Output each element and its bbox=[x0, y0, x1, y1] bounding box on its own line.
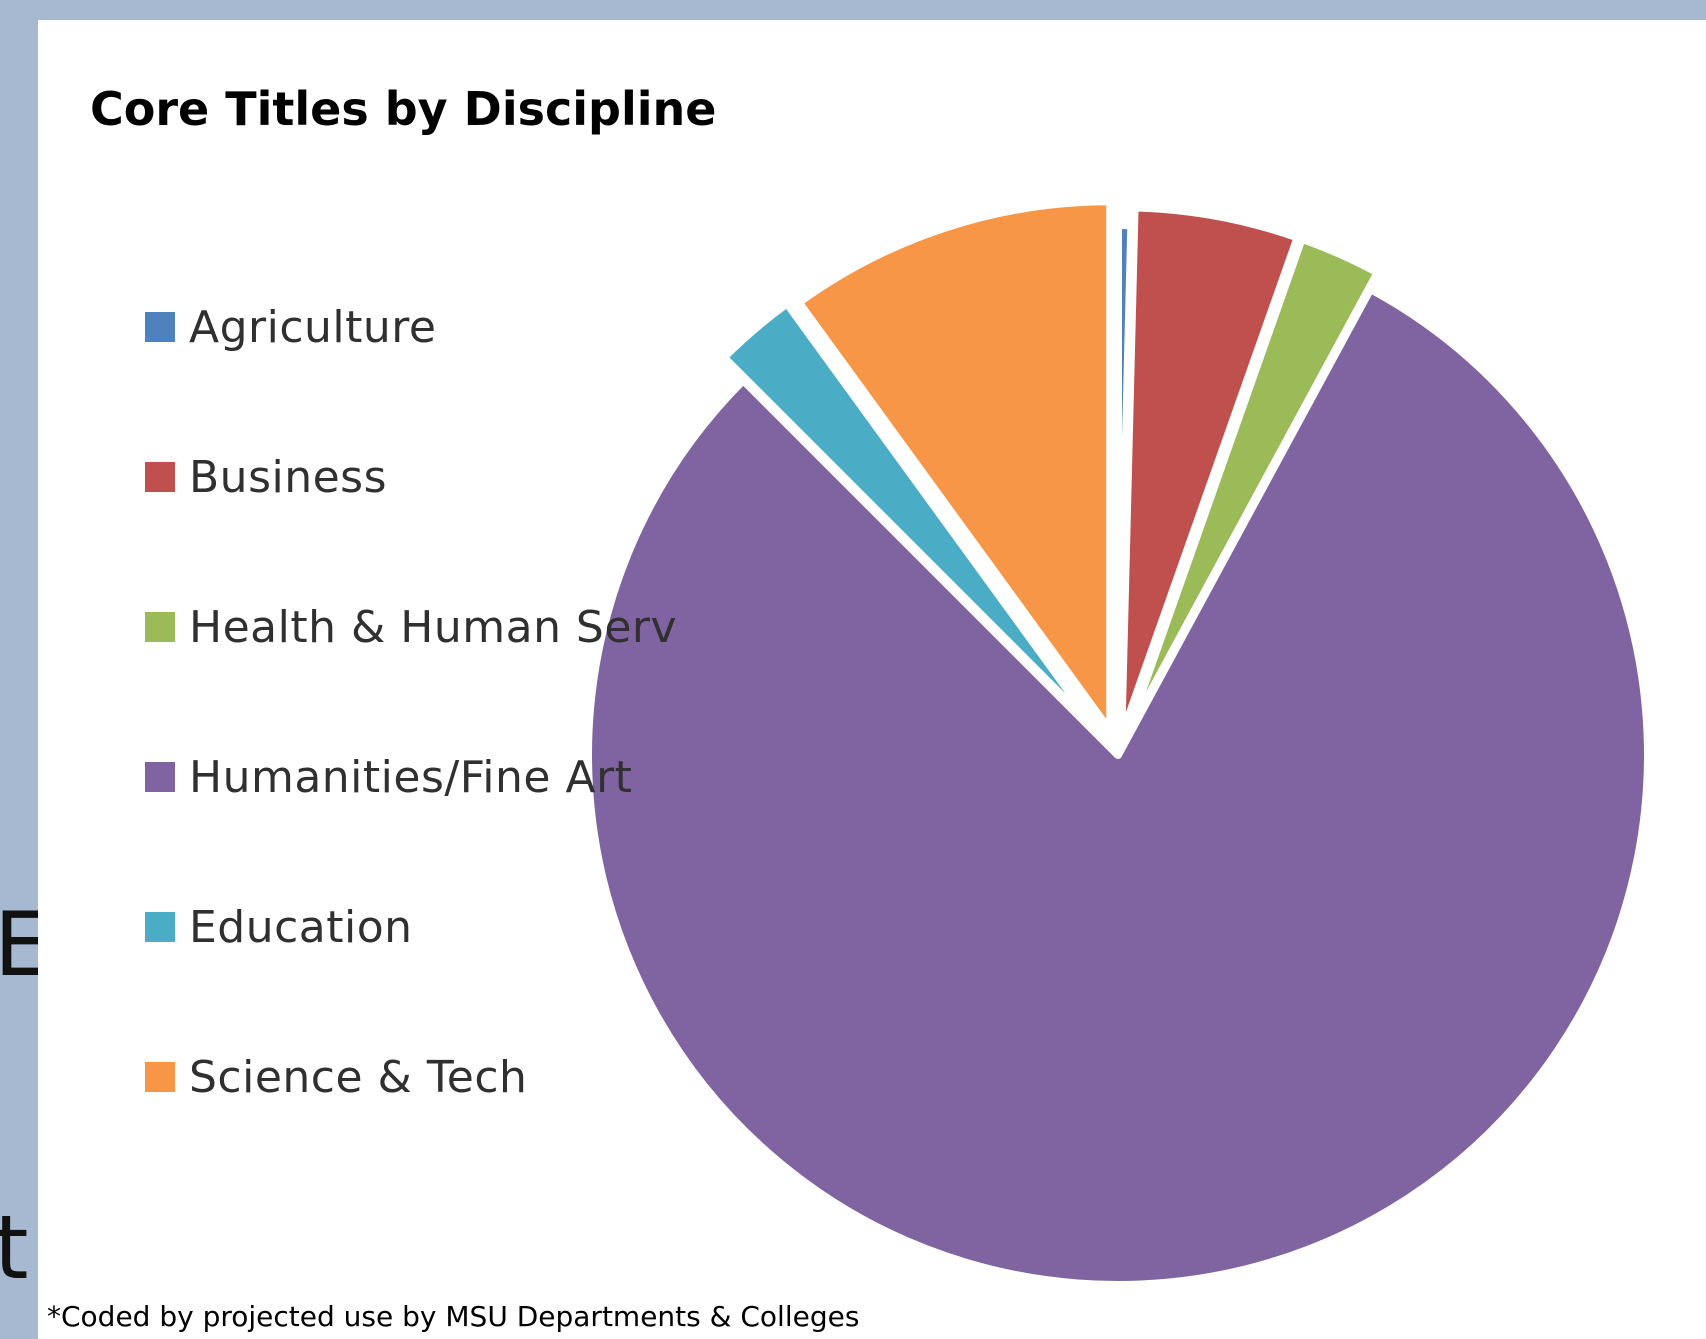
legend-item: Science & Tech bbox=[145, 1052, 527, 1103]
pie-slice-health-human-serv bbox=[1121, 234, 1382, 743]
legend-label: Humanities/Fine Art bbox=[189, 751, 633, 803]
legend-swatch bbox=[145, 312, 175, 342]
legend-swatch bbox=[145, 612, 175, 642]
legend-item: Agriculture bbox=[145, 302, 436, 353]
legend-swatch bbox=[145, 762, 175, 792]
legend-label: Agriculture bbox=[189, 301, 437, 353]
chart-title: Core Titles by Discipline bbox=[90, 82, 717, 136]
chart-panel: Core Titles by Discipline Agriculture Bus… bbox=[38, 20, 1706, 1339]
legend-item: Humanities/Fine Art bbox=[145, 752, 632, 803]
legend-label: Health & Human Serv bbox=[189, 601, 678, 653]
legend-label: Science & Tech bbox=[189, 1051, 528, 1103]
legend-item: Education bbox=[145, 902, 413, 953]
legend-item: Health & Human Serv bbox=[145, 602, 677, 653]
legend-label: Business bbox=[189, 451, 388, 503]
pie-slice-humanities-fine-art bbox=[584, 284, 1652, 1289]
legend-swatch bbox=[145, 912, 175, 942]
legend-item: Business bbox=[145, 452, 387, 503]
legend-swatch bbox=[145, 462, 175, 492]
pie-slice-science-tech bbox=[794, 197, 1115, 736]
legend-label: Education bbox=[189, 901, 413, 953]
pie-slice-education bbox=[719, 299, 1103, 737]
footnote: *Coded by projected use by MSU Departmen… bbox=[47, 1300, 860, 1333]
legend-swatch bbox=[145, 1062, 175, 1092]
pie-chart bbox=[584, 197, 1652, 1289]
partial-background-letter: t bbox=[0, 1196, 29, 1299]
pie-slice-business bbox=[1117, 203, 1302, 742]
